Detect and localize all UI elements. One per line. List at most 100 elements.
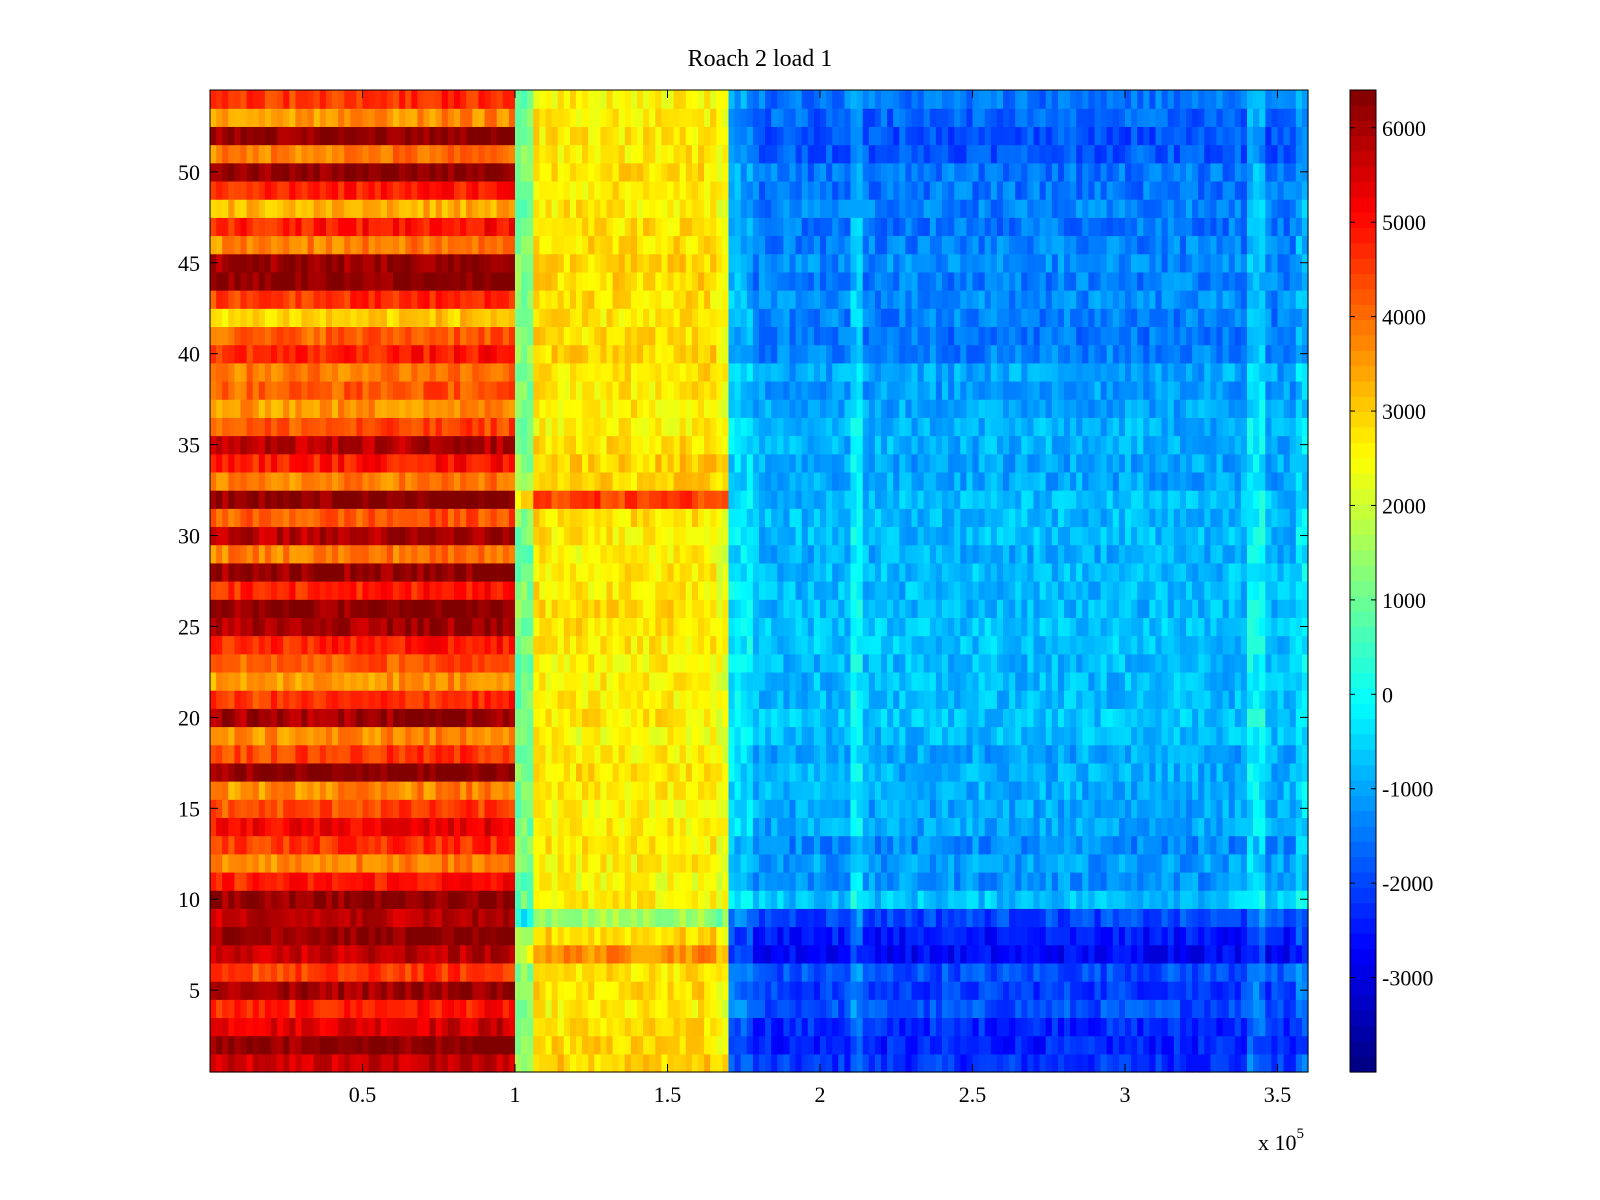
heatmap-cell [1051,999,1059,1019]
heatmap-cell [1198,1053,1205,1073]
heatmap-cell [911,581,919,600]
heatmap-cell [704,581,711,600]
heatmap-cell [795,999,803,1019]
heatmap-cell [594,890,601,909]
heatmap-cell [667,890,675,909]
heatmap-cell [423,999,431,1019]
heatmap-cell [893,671,900,691]
heatmap-cell [691,890,699,909]
heatmap-cell [441,981,449,1000]
heatmap-cell [246,581,254,600]
heatmap-cell [698,708,705,728]
heatmap-cell [960,599,967,618]
heatmap-cell [533,962,540,982]
heatmap-cell [820,762,827,782]
heatmap-cell [344,653,351,673]
heatmap-cell [277,744,284,764]
heatmap-cell [911,944,919,964]
heatmap-cell [1216,799,1224,819]
heatmap-cell [1118,708,1126,728]
heatmap-cell [1222,890,1230,909]
heatmap-cell [929,926,937,946]
heatmap-cell [807,890,815,909]
heatmap-cell [405,653,412,673]
heatmap-cell [734,599,742,618]
heatmap-cell [1082,999,1089,1019]
heatmap-cell [380,1035,388,1055]
heatmap-cell [1204,671,1211,691]
heatmap-cell [746,926,754,946]
heatmap-cell [783,726,791,746]
heatmap-cell [874,599,882,618]
heatmap-cell [1228,1053,1236,1073]
heatmap-cell [393,762,400,782]
heatmap-cell [881,671,888,691]
heatmap-cell [1045,835,1053,855]
heatmap-cell [1051,599,1059,618]
heatmap-cell [374,726,382,746]
heatmap-cell [1021,690,1028,709]
heatmap-cell [1021,726,1028,746]
heatmap-cell [228,1017,235,1037]
heatmap-cell [307,581,315,600]
heatmap-cell [1003,1053,1010,1073]
heatmap-cell [734,799,742,819]
heatmap-cell [868,799,876,819]
heatmap-cell [460,708,467,728]
heatmap-cell [960,1035,967,1055]
heatmap-cell [807,871,815,891]
heatmap-cell [887,762,894,782]
heatmap-cell [832,690,839,709]
heatmap-cell [923,562,931,582]
heatmap-cell [917,562,925,582]
heatmap-cell [319,817,327,837]
heatmap-cell [1021,817,1028,837]
heatmap-cell [301,744,309,764]
heatmap-cell [417,799,425,819]
heatmap-cell [1259,599,1266,618]
heatmap-cell [576,562,583,582]
heatmap-cell [972,1053,980,1073]
heatmap-cell [673,562,681,582]
heatmap-cell [1039,890,1047,909]
heatmap-cell [624,671,632,691]
heatmap-cell [1051,1017,1059,1037]
heatmap-cell [1301,671,1309,691]
heatmap-cell [368,744,376,764]
heatmap-cell [978,817,986,837]
heatmap-cell [576,671,583,691]
heatmap-cell [942,853,949,873]
heatmap-cell [807,762,815,782]
heatmap-cell [277,708,284,728]
heatmap-cell [1271,871,1279,891]
heatmap-cell [765,853,772,873]
heatmap-cell [820,926,827,946]
heatmap-cell [935,744,943,764]
heatmap-cell [374,744,382,764]
heatmap-cell [826,671,833,691]
heatmap-cell [990,708,998,728]
heatmap-cell [1112,999,1120,1019]
heatmap-cell [710,962,717,982]
heatmap-cell [1027,853,1035,873]
heatmap-cell [1100,871,1108,891]
heatmap-cell [1045,708,1053,728]
heatmap-cell [576,853,583,873]
heatmap-cell [435,599,443,618]
heatmap-cell [222,726,229,746]
heatmap-cell [1143,999,1150,1019]
heatmap-cell [691,744,699,764]
heatmap-cell [710,653,717,673]
heatmap-cell [411,1053,418,1073]
heatmap-cell [325,890,333,909]
heatmap-cell [942,653,949,673]
heatmap-cell [972,908,980,928]
heatmap-cell [252,599,260,618]
heatmap-cell [765,871,772,891]
heatmap-cell [405,599,412,618]
heatmap-cell [515,962,522,982]
heatmap-cell [1045,617,1053,637]
heatmap-cell [1216,599,1224,618]
heatmap-cell [295,853,303,873]
heatmap-cell [405,762,412,782]
